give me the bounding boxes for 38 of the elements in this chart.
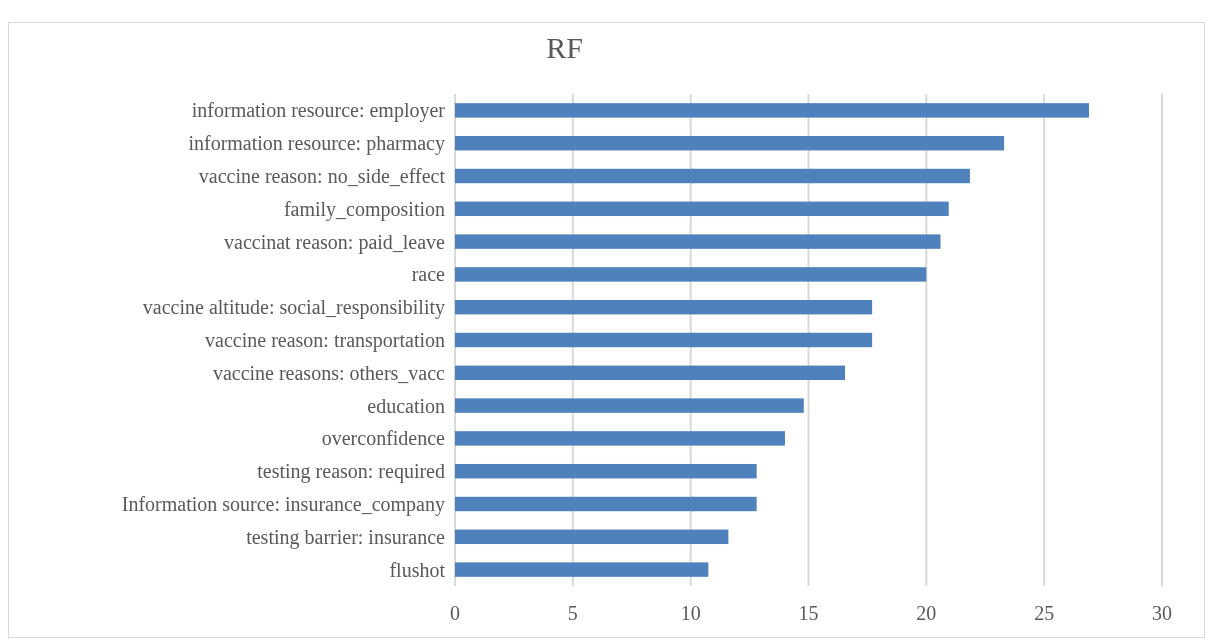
y-tick-label: testing barrier: insurance (246, 525, 446, 549)
x-tick-label: 0 (450, 602, 460, 624)
chart-title: RF (546, 31, 583, 64)
y-tick-label: flushot (389, 558, 446, 581)
y-tick-label: vaccine reason: transportation (205, 329, 445, 352)
bar (455, 332, 873, 348)
y-tick-label: overconfidence (321, 427, 446, 450)
x-tick-label: 5 (567, 602, 578, 624)
y-tick-label: family_composition (283, 197, 445, 221)
y-tick-label: testing reason: required (257, 460, 445, 484)
y-tick-label: vaccinat reason: paid_leave (224, 230, 446, 254)
bar (455, 365, 846, 381)
bar (455, 299, 873, 315)
bar (455, 463, 757, 479)
y-tick-label: information resource: employer (191, 99, 446, 123)
bar (455, 103, 1089, 118)
bar (455, 135, 1005, 151)
bar (455, 496, 757, 512)
bar (455, 267, 927, 282)
x-tick-label: 15 (798, 602, 819, 624)
y-tick-label: vaccine reason: no_side_effect (198, 165, 446, 187)
bar (455, 431, 785, 446)
x-tick-label: 30 (1152, 602, 1172, 624)
y-tick-label: vaccine altitude: social_responsibility (142, 296, 445, 320)
y-tick-label: vaccine reasons: others_vacc (212, 361, 446, 384)
y-tick-label: education (367, 394, 445, 417)
bar (455, 201, 949, 217)
bar (455, 529, 729, 545)
x-tick-label: 25 (1034, 602, 1055, 624)
bar (455, 398, 804, 413)
y-tick-label: race (411, 263, 446, 286)
y-tick-label: Information source: insurance_company (121, 493, 445, 516)
x-tick-label: 10 (680, 602, 701, 624)
y-tick-label: information resource: pharmacy (188, 132, 445, 156)
bar (455, 234, 941, 249)
bar (455, 168, 970, 184)
bar (455, 562, 709, 577)
x-tick-label: 20 (916, 602, 937, 624)
